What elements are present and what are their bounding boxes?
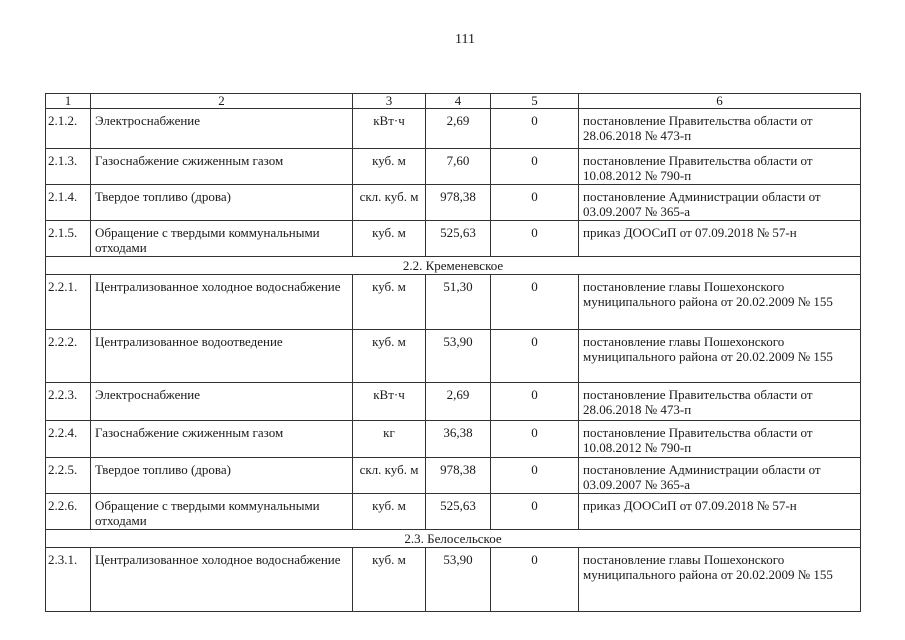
- table-row: 2.2.3. Электроснабжение кВт·ч 2,69 0 постанов…: [45, 382, 861, 421]
- row-number: 2.1.3.: [45, 148, 91, 185]
- row-number: 2.1.4.: [45, 184, 91, 221]
- unit: кг: [352, 420, 426, 458]
- table-row: 2.1.3. Газоснабжение сжиженным газом куб. …: [45, 148, 861, 185]
- legal-basis: постановление главы Пошехонского муницип…: [578, 274, 861, 330]
- table-row: 2.1.2. Электроснабжение кВт·ч 2,69 0 постанов…: [45, 108, 861, 149]
- row-number: 2.2.1.: [45, 274, 91, 330]
- header-cell: 4: [425, 93, 491, 109]
- table-row: 2.2.1. Централизованное холодное водоснаб…: [45, 274, 861, 330]
- service-name: Электроснабжение: [90, 108, 353, 149]
- row-number: 2.2.6.: [45, 493, 91, 530]
- legal-basis: постановление Администрации области от 0…: [578, 457, 861, 494]
- service-name: Централизованное водоотведение: [90, 329, 353, 383]
- legal-basis: постановление Правительства области от 2…: [578, 382, 861, 421]
- norm-value: 53,90: [425, 547, 491, 612]
- col5-value: 0: [490, 420, 579, 458]
- legal-basis: постановление Правительства области от 1…: [578, 148, 861, 185]
- legal-basis: постановление Правительства области от 2…: [578, 108, 861, 149]
- service-name: Централизованное холодное водоснабжение: [90, 547, 353, 612]
- section-title: 2.2. Кременевское: [45, 256, 861, 275]
- legal-basis: постановление главы Пошехонского муницип…: [578, 547, 861, 612]
- table-row: 2.2.6. Обращение с твердыми коммунальными…: [45, 493, 861, 530]
- service-name: Электроснабжение: [90, 382, 353, 421]
- col5-value: 0: [490, 184, 579, 221]
- norm-value: 53,90: [425, 329, 491, 383]
- table-row: 2.2.4. Газоснабжение сжиженным газом кг 36,…: [45, 420, 861, 458]
- section-title: 2.3. Белосельское: [45, 529, 861, 548]
- col5-value: 0: [490, 329, 579, 383]
- unit: куб. м: [352, 329, 426, 383]
- legal-basis: приказ ДООСиП от 07.09.2018 № 57-н: [578, 220, 861, 257]
- service-name: Газоснабжение сжиженным газом: [90, 148, 353, 185]
- section-row: 2.3. Белосельское: [45, 529, 861, 548]
- unit: куб. м: [352, 148, 426, 185]
- unit: кВт·ч: [352, 108, 426, 149]
- tariff-table: 1 2 3 4 5 6 2.1.2. Электроснабжение кВт·ч 2…: [45, 93, 861, 612]
- service-name: Газоснабжение сжиженным газом: [90, 420, 353, 458]
- header-cell: 6: [578, 93, 861, 109]
- col5-value: 0: [490, 274, 579, 330]
- header-cell: 3: [352, 93, 426, 109]
- row-number: 2.1.2.: [45, 108, 91, 149]
- service-name: Обращение с твердыми коммунальными отход…: [90, 493, 353, 530]
- unit: куб. м: [352, 274, 426, 330]
- unit: куб. м: [352, 493, 426, 530]
- col5-value: 0: [490, 547, 579, 612]
- norm-value: 525,63: [425, 220, 491, 257]
- table-row: 2.2.5. Твердое топливо (дрова) скл. куб. м…: [45, 457, 861, 494]
- norm-value: 51,30: [425, 274, 491, 330]
- norm-value: 7,60: [425, 148, 491, 185]
- row-number: 2.2.2.: [45, 329, 91, 383]
- col5-value: 0: [490, 108, 579, 149]
- col5-value: 0: [490, 148, 579, 185]
- unit: скл. куб. м: [352, 184, 426, 221]
- row-number: 2.2.5.: [45, 457, 91, 494]
- row-number: 2.1.5.: [45, 220, 91, 257]
- service-name: Централизованное холодное водоснабжение: [90, 274, 353, 330]
- col5-value: 0: [490, 457, 579, 494]
- page-number: 111: [455, 32, 475, 47]
- table-row: 2.3.1. Централизованное холодное водоснаб…: [45, 547, 861, 612]
- norm-value: 2,69: [425, 108, 491, 149]
- unit: куб. м: [352, 220, 426, 257]
- header-cell: 2: [90, 93, 353, 109]
- unit: скл. куб. м: [352, 457, 426, 494]
- col5-value: 0: [490, 382, 579, 421]
- norm-value: 2,69: [425, 382, 491, 421]
- col5-value: 0: [490, 493, 579, 530]
- legal-basis: постановление Администрации области от 0…: [578, 184, 861, 221]
- table-row: 2.2.2. Централизованное водоотведение куб.…: [45, 329, 861, 383]
- service-name: Твердое топливо (дрова): [90, 184, 353, 221]
- section-row: 2.2. Кременевское: [45, 256, 861, 275]
- row-number: 2.3.1.: [45, 547, 91, 612]
- norm-value: 525,63: [425, 493, 491, 530]
- table-row: 2.1.4. Твердое топливо (дрова) скл. куб. м…: [45, 184, 861, 221]
- unit: куб. м: [352, 547, 426, 612]
- norm-value: 36,38: [425, 420, 491, 458]
- header-cell: 1: [45, 93, 91, 109]
- header-row: 1 2 3 4 5 6: [45, 93, 861, 109]
- header-cell: 5: [490, 93, 579, 109]
- table-row: 2.1.5. Обращение с твердыми коммунальными…: [45, 220, 861, 257]
- col5-value: 0: [490, 220, 579, 257]
- legal-basis: постановление Правительства области от 1…: [578, 420, 861, 458]
- row-number: 2.2.3.: [45, 382, 91, 421]
- legal-basis: приказ ДООСиП от 07.09.2018 № 57-н: [578, 493, 861, 530]
- service-name: Твердое топливо (дрова): [90, 457, 353, 494]
- legal-basis: постановление главы Пошехонского муницип…: [578, 329, 861, 383]
- norm-value: 978,38: [425, 457, 491, 494]
- service-name: Обращение с твердыми коммунальными отход…: [90, 220, 353, 257]
- norm-value: 978,38: [425, 184, 491, 221]
- row-number: 2.2.4.: [45, 420, 91, 458]
- unit: кВт·ч: [352, 382, 426, 421]
